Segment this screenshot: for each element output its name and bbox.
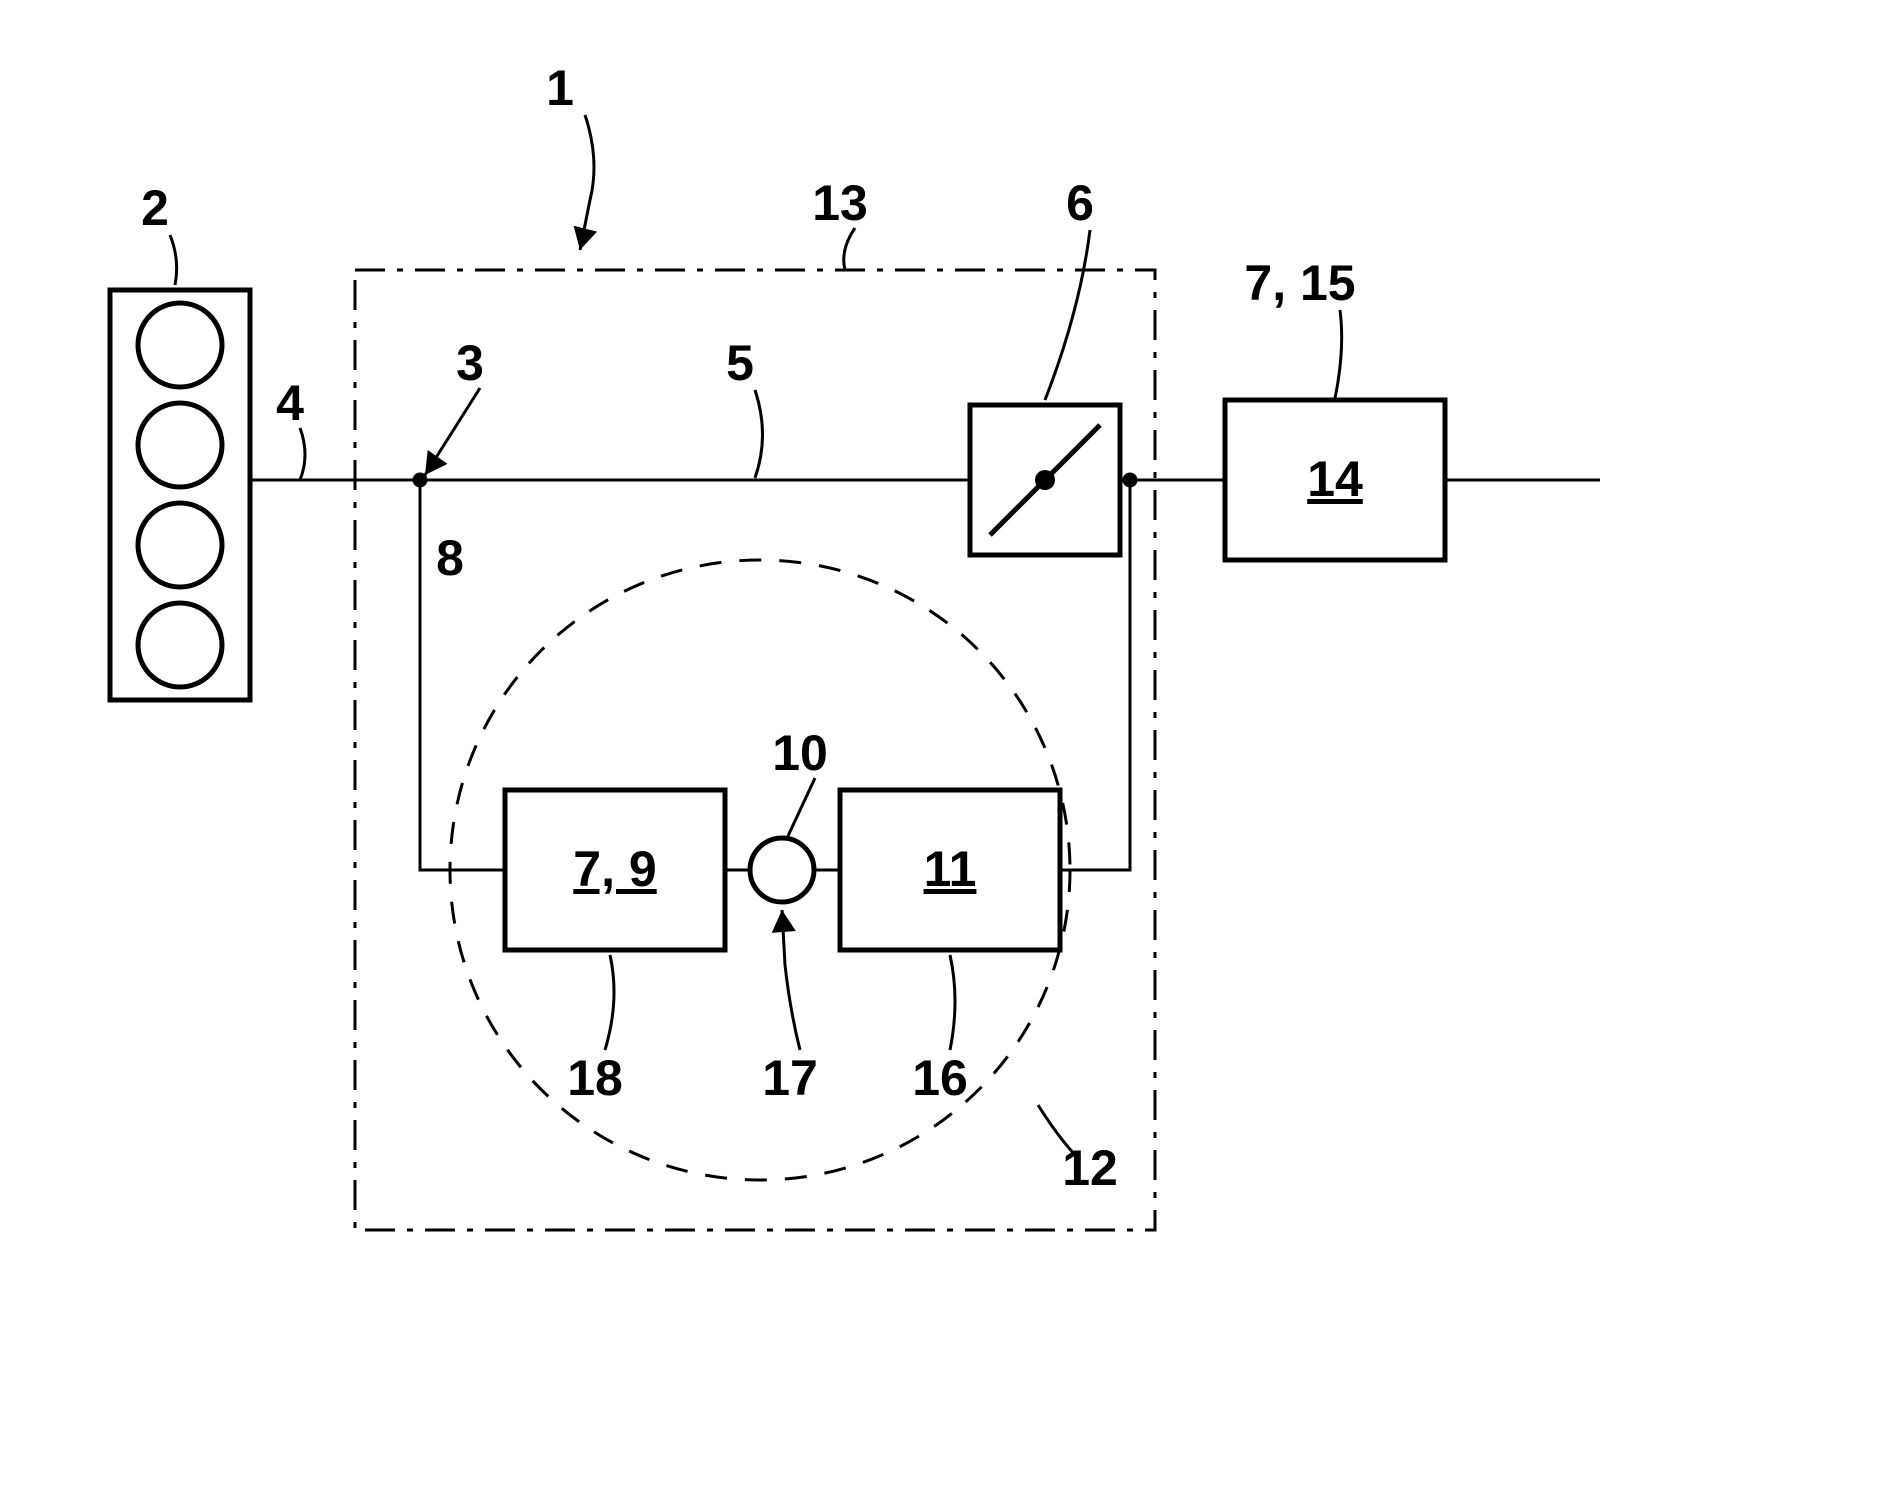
ref-label-7_15: 7, 15 <box>1244 255 1355 311</box>
leader-2 <box>170 235 177 285</box>
node-10 <box>750 838 814 902</box>
cylinder-4 <box>138 603 222 687</box>
ref-label-12: 12 <box>1062 1140 1118 1196</box>
ref-label-10: 10 <box>772 725 828 781</box>
ref-label-13: 13 <box>812 175 868 231</box>
leader-6 <box>1045 230 1090 400</box>
cylinder-2 <box>138 403 222 487</box>
leader-5 <box>755 390 763 478</box>
block-14-label: 14 <box>1307 451 1363 507</box>
ref-label-16: 16 <box>912 1050 968 1106</box>
cylinder-1 <box>138 303 222 387</box>
leader-10 <box>788 778 815 836</box>
cylinder-3 <box>138 503 222 587</box>
engineering-diagram: 147, 91112345681012131617187, 15 <box>0 0 1877 1502</box>
block-6-pivot <box>1035 470 1055 490</box>
junction-node-0 <box>413 473 427 487</box>
junction-node-1 <box>1123 473 1137 487</box>
ref-label-2: 2 <box>141 180 169 236</box>
ref-label-6: 6 <box>1066 175 1094 231</box>
block-7-9-label: 7, 9 <box>573 841 656 897</box>
leader-4 <box>300 428 305 480</box>
ref-label-1: 1 <box>546 60 574 116</box>
ref-label-4: 4 <box>276 375 304 431</box>
ref-label-17: 17 <box>762 1050 818 1106</box>
engine-block <box>110 290 250 700</box>
leader-18 <box>605 955 614 1050</box>
leader-16 <box>950 955 955 1050</box>
leader-7_15 <box>1335 310 1342 398</box>
block-11-label: 11 <box>924 841 977 897</box>
ref-label-3: 3 <box>456 335 484 391</box>
ref-label-5: 5 <box>726 335 754 391</box>
ref-label-8: 8 <box>436 530 464 586</box>
group-circle-12 <box>450 560 1070 1180</box>
ref-label-18: 18 <box>567 1050 623 1106</box>
leader-13 <box>844 228 855 270</box>
